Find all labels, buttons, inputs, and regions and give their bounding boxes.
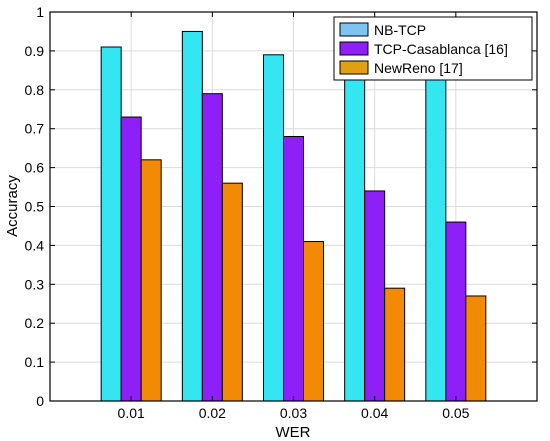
y-tick-label: 0 bbox=[36, 393, 44, 409]
x-tick-label: 0.01 bbox=[118, 405, 145, 421]
x-tick-label: 0.05 bbox=[442, 405, 469, 421]
legend-label: NewReno [17] bbox=[374, 60, 463, 76]
y-axis-ticks: 0 0.1 0.2 0.3 0.4 0.5 0.6 0.7 0.8 0.9 1 bbox=[25, 4, 537, 409]
y-tick-label: 1 bbox=[36, 4, 44, 20]
bar-tcp-casablanca-16-0.01 bbox=[120, 116, 142, 402]
x-axis-title: WER bbox=[276, 424, 311, 441]
y-tick-label: 0.3 bbox=[25, 276, 45, 292]
bar-nb-tcp-0.03 bbox=[263, 54, 284, 402]
bar-tcp-casablanca-16-0.05 bbox=[445, 221, 467, 402]
legend: NB-TCP TCP-Casablanca [16] NewReno [17] bbox=[333, 16, 533, 81]
bar-newreno-17-0.01 bbox=[140, 159, 162, 402]
legend-swatch bbox=[339, 22, 369, 37]
legend-swatch bbox=[339, 41, 369, 56]
bar-newreno-17-0.03 bbox=[303, 241, 324, 402]
y-tick-label: 0.1 bbox=[25, 354, 45, 370]
bar-tcp-casablanca-16-0.04 bbox=[364, 190, 386, 402]
bar-newreno-17-0.02 bbox=[221, 182, 243, 402]
legend-label: TCP-Casablanca [16] bbox=[374, 41, 508, 57]
x-tick-label: 0.02 bbox=[199, 405, 226, 421]
bar-tcp-casablanca-16-0.03 bbox=[283, 135, 304, 402]
bar-nb-tcp-0.04 bbox=[344, 77, 366, 402]
bar-nb-tcp-0.02 bbox=[181, 30, 203, 402]
y-tick-label: 0.6 bbox=[25, 160, 45, 176]
y-tick-label: 0.8 bbox=[25, 82, 45, 98]
bar-tcp-casablanca-16-0.02 bbox=[201, 93, 223, 402]
x-tick-label: 0.04 bbox=[361, 405, 388, 421]
y-tick-label: 0.4 bbox=[25, 237, 45, 253]
bar-newreno-17-0.05 bbox=[465, 295, 487, 402]
y-tick-label: 0.2 bbox=[25, 315, 45, 331]
x-axis-ticks: 0.01 0.02 0.03 0.04 0.05 bbox=[118, 12, 470, 421]
legend-swatch bbox=[339, 60, 369, 75]
y-axis-title: Accuracy bbox=[4, 175, 21, 237]
bar-newreno-17-0.04 bbox=[384, 287, 406, 402]
bar-nb-tcp-0.05 bbox=[425, 69, 447, 402]
bar-nb-tcp-0.01 bbox=[100, 46, 122, 402]
x-tick-label: 0.03 bbox=[280, 405, 307, 421]
legend-label: NB-TCP bbox=[374, 22, 426, 38]
y-tick-label: 0.5 bbox=[25, 199, 45, 215]
y-tick-label: 0.7 bbox=[25, 121, 45, 137]
y-tick-label: 0.9 bbox=[25, 43, 45, 59]
